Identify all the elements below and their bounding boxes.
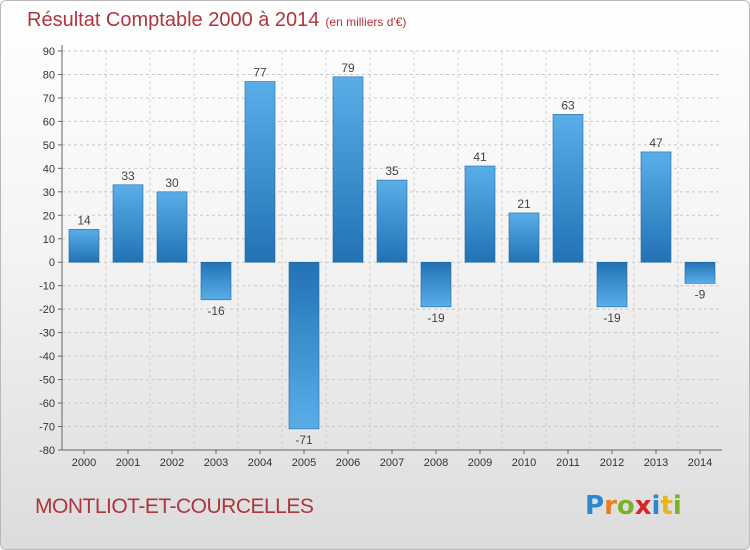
bar bbox=[420, 261, 452, 308]
data-label: 14 bbox=[77, 213, 91, 227]
x-tick-label: 2009 bbox=[468, 457, 492, 469]
label-layer: 14 33 30 -16 77 -71 79 35 -19 41 21 63 -19 47 -9 bbox=[77, 61, 705, 447]
bar bbox=[464, 165, 496, 263]
x-tick-label: 2007 bbox=[380, 457, 404, 469]
data-label: 33 bbox=[121, 169, 135, 183]
y-tick-label: 60 bbox=[43, 116, 55, 128]
data-label: 35 bbox=[385, 164, 399, 178]
y-tick-label: -50 bbox=[39, 375, 55, 387]
data-label: 79 bbox=[341, 61, 355, 75]
data-label: 47 bbox=[649, 136, 663, 150]
logo-letter: o bbox=[616, 491, 635, 521]
y-tick-label: -70 bbox=[39, 422, 55, 434]
axis-layer: 9080706050403020100-10-20-30-40-50-60-70… bbox=[39, 45, 722, 469]
x-tick-label: 2006 bbox=[336, 457, 360, 469]
bar bbox=[68, 229, 100, 263]
data-label: 30 bbox=[165, 176, 179, 190]
data-label: -9 bbox=[695, 287, 706, 301]
x-tick-label: 2012 bbox=[600, 457, 624, 469]
data-label: -71 bbox=[295, 433, 313, 447]
data-label: 21 bbox=[517, 197, 531, 211]
x-tick-label: 2001 bbox=[116, 457, 140, 469]
chart-title: Résultat Comptable 2000 à 2014 (en millie… bbox=[27, 9, 407, 31]
commune-name: MONTLIOT-ET-COURCELLES bbox=[35, 495, 314, 518]
data-label: -19 bbox=[427, 311, 445, 325]
y-tick-label: -80 bbox=[39, 445, 55, 457]
y-tick-label: 30 bbox=[43, 187, 55, 199]
x-tick-label: 2000 bbox=[72, 457, 96, 469]
x-tick-label: 2014 bbox=[688, 457, 712, 469]
data-label: -16 bbox=[207, 304, 225, 318]
y-tick-label: 20 bbox=[43, 210, 55, 222]
logo-letter: i bbox=[672, 491, 682, 521]
data-label: -19 bbox=[603, 311, 621, 325]
y-tick-label: -20 bbox=[39, 304, 55, 316]
y-tick-label: 40 bbox=[43, 163, 55, 175]
y-tick-label: 10 bbox=[43, 234, 55, 246]
x-tick-label: 2004 bbox=[248, 457, 272, 469]
logo-letter: r bbox=[604, 491, 617, 521]
logo-letter: x bbox=[634, 491, 652, 521]
bar bbox=[288, 261, 320, 430]
logo-letter: t bbox=[660, 491, 673, 521]
x-tick-label: 2010 bbox=[512, 457, 536, 469]
bar-layer bbox=[68, 76, 716, 430]
logo-letter: P bbox=[585, 491, 605, 521]
y-tick-label: 90 bbox=[43, 46, 55, 58]
proxiti-logo: Proxiti bbox=[585, 491, 682, 521]
logo-letter: i bbox=[651, 491, 661, 521]
bar bbox=[200, 261, 232, 301]
bar bbox=[508, 212, 540, 263]
x-tick-label: 2002 bbox=[160, 457, 184, 469]
data-label: 63 bbox=[561, 98, 575, 112]
bar bbox=[332, 76, 364, 263]
bar bbox=[156, 191, 188, 263]
bar bbox=[112, 184, 144, 263]
bar bbox=[244, 81, 276, 263]
bar bbox=[596, 261, 628, 308]
x-tick-label: 2011 bbox=[556, 457, 580, 469]
y-tick-label: -60 bbox=[39, 398, 55, 410]
y-tick-label: 70 bbox=[43, 93, 55, 105]
bar bbox=[376, 179, 408, 263]
x-tick-label: 2013 bbox=[644, 457, 668, 469]
y-tick-label: 50 bbox=[43, 140, 55, 152]
x-tick-label: 2005 bbox=[292, 457, 316, 469]
bar bbox=[640, 151, 672, 263]
y-tick-label: -10 bbox=[39, 281, 55, 293]
x-tick-label: 2003 bbox=[204, 457, 228, 469]
y-tick-label: 80 bbox=[43, 69, 55, 81]
x-tick-label: 2008 bbox=[424, 457, 448, 469]
y-tick-label: -40 bbox=[39, 351, 55, 363]
bar bbox=[684, 261, 716, 284]
data-label: 41 bbox=[473, 150, 487, 164]
bar bbox=[552, 114, 584, 263]
data-label: 77 bbox=[253, 66, 267, 80]
y-tick-label: -30 bbox=[39, 328, 55, 340]
y-tick-label: 0 bbox=[49, 257, 55, 269]
chart-subtitle: (en milliers d'€) bbox=[325, 15, 407, 29]
